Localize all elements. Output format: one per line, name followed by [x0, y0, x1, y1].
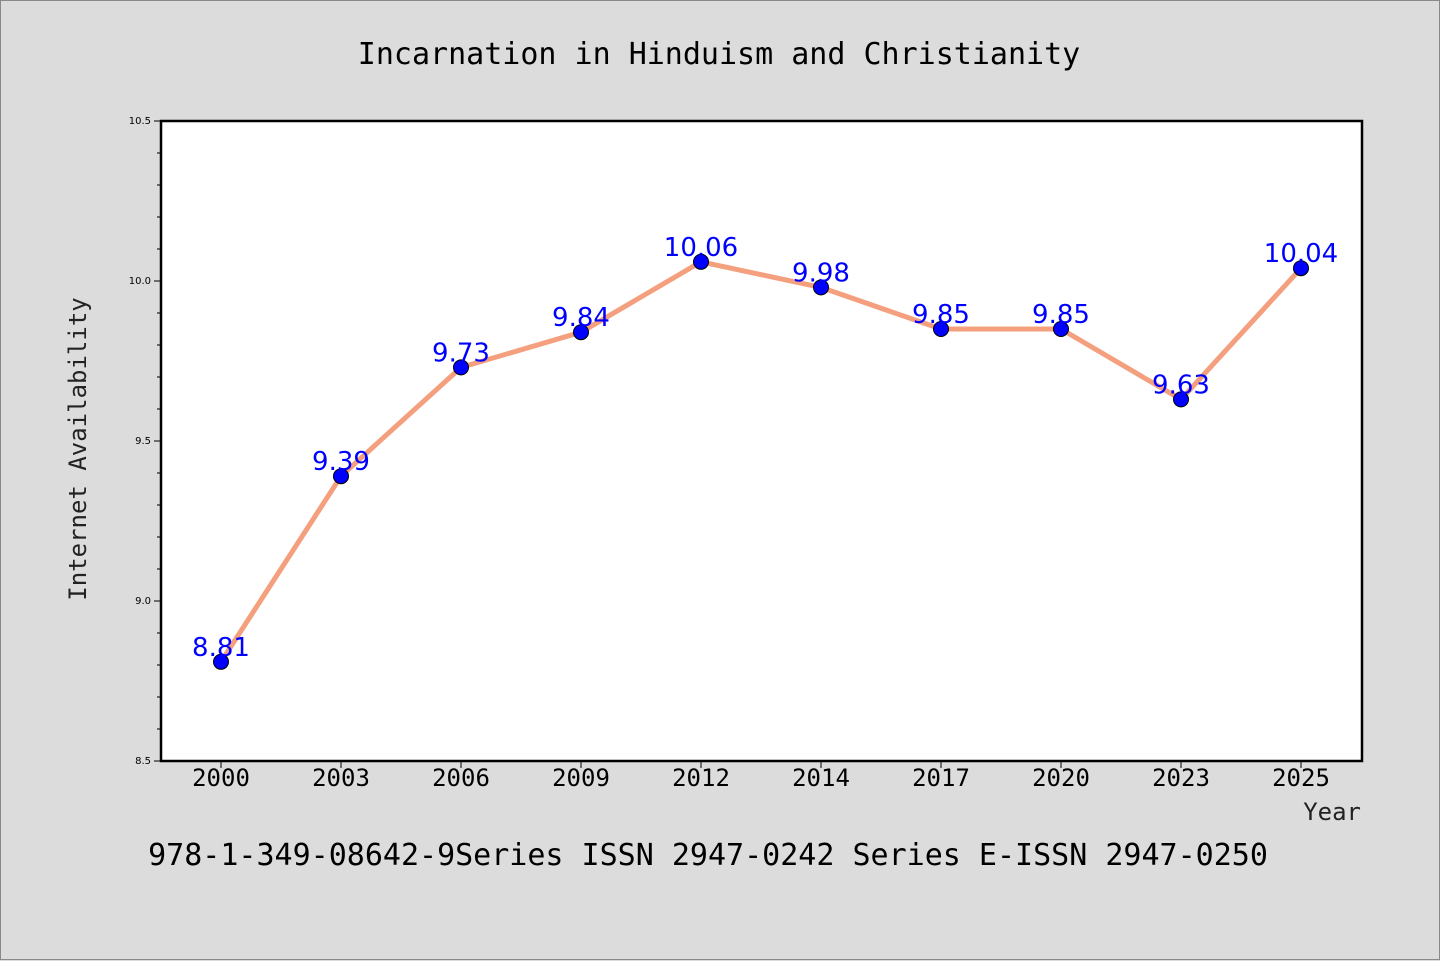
x-tick-label: 2009: [552, 764, 610, 792]
data-point: [333, 468, 349, 485]
data-label: 9.85: [912, 300, 970, 330]
data-label: 9.98: [792, 258, 850, 288]
y-tick-label: 10.0: [129, 276, 151, 287]
chart-title: Incarnation in Hinduism and Christianity: [358, 37, 1080, 72]
y-axis-label: Internet Availability: [64, 297, 92, 600]
x-tick-label: 2014: [792, 764, 850, 792]
series-line: [218, 259, 1303, 664]
data-label: 9.39: [312, 447, 370, 477]
y-axis: 8.5 9.0 9.5 10.0 10.5: [129, 116, 161, 767]
x-tick-label: 2006: [432, 764, 490, 792]
data-point: [1053, 321, 1069, 337]
x-tick-label: 2020: [1032, 764, 1090, 792]
y-tick-label: 10.5: [129, 116, 151, 127]
data-label: 9.73: [432, 338, 490, 368]
data-label: 10.04: [1264, 239, 1338, 269]
x-tick-label: 2023: [1152, 764, 1210, 792]
data-point: [573, 324, 589, 341]
data-point: [1293, 260, 1309, 277]
x-axis-label: Year: [1303, 798, 1361, 826]
plot-area: [159, 119, 1364, 763]
data-label: 10.06: [664, 233, 738, 263]
data-point: [693, 253, 709, 270]
data-point: [933, 321, 949, 337]
y-tick-label: 9.0: [135, 596, 151, 607]
x-tick-label: 2017: [912, 764, 970, 792]
x-tick-label: 2012: [672, 764, 730, 792]
data-point: [213, 653, 229, 670]
data-point: [1173, 391, 1189, 408]
y-tick-label: 9.5: [135, 436, 151, 447]
data-label: 9.85: [1032, 300, 1090, 330]
footer-isbn-text: 978-1-349-08642-9Series ISSN 2947-0242 S…: [148, 838, 1268, 873]
data-point: [813, 279, 829, 296]
x-tick-label: 2000: [192, 764, 250, 792]
x-tick-label: 2003: [312, 764, 370, 792]
y-tick-label: 8.5: [135, 756, 151, 767]
x-tick-label: 2025: [1272, 764, 1330, 792]
data-point: [453, 359, 469, 376]
data-label: 8.81: [192, 633, 250, 663]
data-label: 9.84: [552, 303, 610, 333]
data-label: 9.63: [1152, 370, 1210, 400]
series-layer: 8.81 9.39 9.73 9.84 10.06 9.98 9.85 9.85 9.63 10.…: [192, 233, 1338, 670]
x-axis: 2000 2003 2006 2009 2012 2014 2017 2020 2023 2025: [192, 761, 1330, 792]
